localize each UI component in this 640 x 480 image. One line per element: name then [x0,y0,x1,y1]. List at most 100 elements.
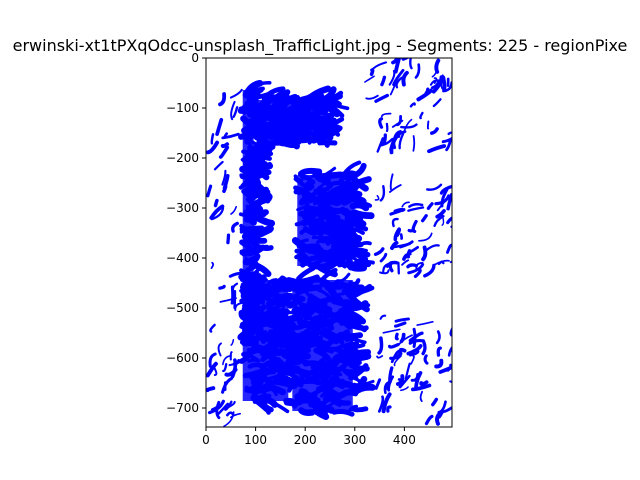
segment-stroke [447,131,452,136]
segment-stroke [206,386,216,393]
segment-fill [297,175,353,266]
segment-stroke [404,362,411,380]
segment-stroke [394,317,410,323]
segment-stroke [418,232,433,242]
segment-fill [242,280,289,401]
segment-stroke [222,184,228,193]
segment-stroke [408,203,424,208]
segment-stroke [432,98,442,108]
segment-stroke [423,354,429,365]
segment-stroke [230,338,235,346]
segment-stroke [386,405,392,413]
segment-stroke [424,414,434,426]
segment-stroke [408,350,420,357]
segment-stroke [407,263,425,275]
segment-stroke [395,76,403,89]
segment-stroke [313,407,330,420]
segment-stroke [442,405,452,413]
segment-region-lower-central-block [289,265,376,420]
segment-stroke [377,336,384,355]
segment-stroke [409,102,416,108]
segment-stroke [446,363,452,372]
segment-stroke [213,160,224,171]
segment-stroke [387,375,395,392]
segment-stroke [379,137,394,147]
segment-stroke [208,352,217,368]
segment-stroke [348,300,369,312]
segment-stroke [435,209,446,219]
y-tick-label: 0 [191,51,199,65]
segment-stroke [399,233,404,240]
segment-stroke [379,185,386,202]
segment-stroke [350,336,367,345]
segment-stroke [348,162,367,180]
y-tick-label: −600 [166,351,199,365]
segment-stroke [385,260,399,268]
segment-stroke [226,233,231,245]
segment-stroke [230,100,236,121]
segment-stroke [258,137,276,150]
segment-stroke [206,140,220,155]
segment-stroke [440,188,449,208]
segment-stroke [393,207,405,213]
segment-stroke [431,75,444,94]
axes-frame [205,57,453,428]
segment-region-right-upper-strokes [364,58,452,155]
segment-stroke [439,184,452,195]
segment-stroke [433,77,438,84]
segment-stroke [222,362,228,373]
segment-stroke [365,94,379,100]
segment-stroke [401,201,410,208]
segment-stroke [338,272,351,283]
segment-stroke [224,400,233,411]
segment-stroke [411,219,418,233]
segment-stroke [252,161,272,178]
segment-stroke [421,245,428,262]
segment-stroke [412,135,416,152]
segment-stroke [397,334,413,346]
segment-stroke [212,365,218,376]
segment-region-lower-left-block [238,271,311,415]
segment-stroke [393,355,402,367]
segment-stroke [261,86,286,102]
x-tick-label: 200 [294,433,317,447]
segment-stroke [426,183,443,191]
segment-stroke [429,79,441,86]
segment-stroke [376,355,384,359]
segment-stroke [397,130,407,138]
x-tick-label: 300 [343,433,366,447]
segment-stroke [230,206,237,215]
segment-stroke [374,378,382,390]
segment-stroke [221,169,227,186]
segment-stroke [378,117,384,129]
segment-stroke [437,260,445,266]
segment-stroke [389,173,394,191]
segment-stroke [230,412,241,419]
segment-stroke [408,246,419,254]
segment-stroke [232,106,239,118]
segment-stroke [215,117,224,136]
segment-stroke [447,345,452,357]
segment-stroke [206,184,213,198]
segment-stroke [410,355,415,365]
segment-stroke [427,144,447,154]
segment-fill [257,100,328,141]
segment-stroke [209,204,225,220]
segment-stroke [398,240,414,249]
segment-stroke [413,268,422,279]
segment-stroke [435,410,443,426]
segment-stroke [426,120,430,130]
segment-stroke [449,380,452,383]
segment-stroke [419,380,429,387]
segment-stroke [449,326,452,337]
segment-stroke [210,133,215,145]
segment-stroke [414,63,421,79]
segment-stroke [229,351,233,361]
segment-stroke [419,390,423,402]
segment-stroke [406,344,423,356]
segment-stroke [423,263,436,278]
segment-stroke [325,116,345,128]
segment-stroke [218,284,226,290]
segment-stroke [350,209,375,220]
segment-stroke [419,111,424,120]
